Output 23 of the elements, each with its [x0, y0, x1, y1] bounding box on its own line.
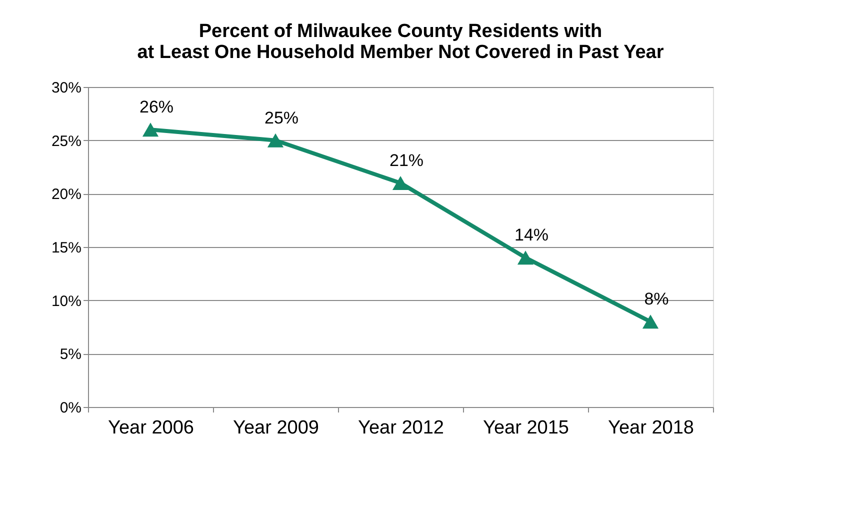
chart-title: Percent of Milwaukee County Residents with at Least One Household Member Not Covered in Past Year — [137, 21, 664, 63]
y-tick-label: 0% — [60, 400, 82, 416]
point — [642, 314, 659, 329]
y-tick-label: 20% — [51, 186, 82, 204]
data-label: 14% — [514, 226, 549, 245]
y-tick-label: 10% — [51, 292, 82, 310]
point — [142, 122, 159, 137]
point — [392, 176, 409, 190]
data-label: 8% — [644, 290, 669, 309]
point — [267, 133, 284, 148]
data-label: 26% — [139, 98, 174, 117]
data-label: 21% — [389, 151, 424, 170]
y-tick-label: 25% — [51, 132, 82, 150]
data-label: 25% — [264, 108, 299, 128]
y-tick-label: 5% — [60, 346, 82, 364]
x-tick-label: Year 2018 — [608, 418, 694, 438]
y-tick-label: 30% — [51, 80, 82, 96]
y-tick-label: 15% — [51, 240, 82, 256]
point — [517, 250, 534, 265]
x-tick-label: Year 2015 — [483, 418, 569, 438]
x-tick-label: Year 2006 — [108, 418, 194, 438]
x-tick-label: Year 2012 — [358, 418, 444, 438]
x-tick-label: Year 2009 — [233, 418, 319, 438]
